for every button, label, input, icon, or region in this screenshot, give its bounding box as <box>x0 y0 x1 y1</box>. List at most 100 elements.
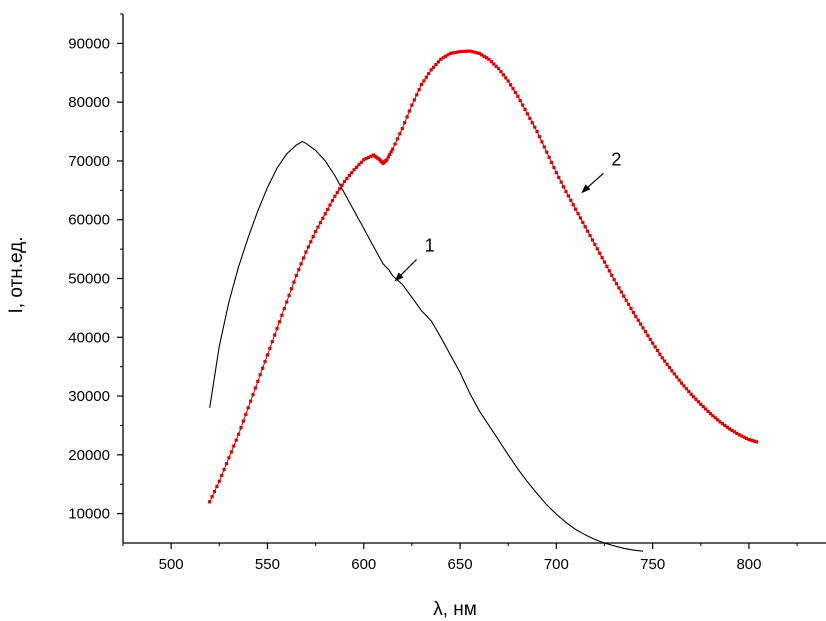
series-2-point <box>687 389 691 394</box>
y-axis-title: I, отн.ед. <box>6 237 27 314</box>
series-2-point <box>564 189 568 194</box>
y-tick-label: 20000 <box>68 447 110 464</box>
series-2-point <box>323 212 327 216</box>
series-2-point <box>737 433 741 437</box>
series-2-point <box>581 220 585 224</box>
series-2-point <box>256 379 260 383</box>
series-2-point <box>224 462 229 466</box>
series-2-point <box>602 260 607 264</box>
series-2-point <box>391 147 395 151</box>
series-2-point <box>639 322 643 326</box>
series-2-point <box>415 93 419 97</box>
series-2-point <box>316 225 320 229</box>
series-2-point <box>304 250 308 254</box>
series-2-point <box>735 431 739 435</box>
series-2-point <box>684 387 688 391</box>
series-1-group: 1 <box>209 140 644 552</box>
series-2-point <box>525 112 530 116</box>
series-2-point <box>617 286 621 290</box>
series-2-point <box>622 294 626 298</box>
series-2-point <box>280 313 284 317</box>
series-2-point <box>311 235 315 239</box>
series-2-point <box>612 278 616 282</box>
series-2-point <box>624 298 628 302</box>
series-2-point <box>362 158 366 162</box>
series-2-point <box>723 423 727 428</box>
series-2-point <box>533 125 537 129</box>
series-2-point <box>352 168 356 172</box>
series-2-point <box>747 437 751 442</box>
series-2-point <box>571 203 575 207</box>
series-2-point <box>718 420 722 424</box>
series-2-point <box>395 137 400 141</box>
series-2-point <box>557 175 561 180</box>
series-2-point <box>696 400 701 404</box>
x-tick-label: 750 <box>640 556 665 573</box>
series-2-point <box>540 140 544 144</box>
series-2-point <box>655 348 660 353</box>
series-2-point <box>598 251 602 255</box>
series-2-point <box>451 51 455 55</box>
series-2-point <box>484 56 489 60</box>
series-2-point <box>359 160 363 164</box>
series-2-point <box>465 49 469 53</box>
series-2-point <box>350 171 354 175</box>
y-tick-label: 30000 <box>68 388 110 405</box>
series-2-point <box>424 75 428 79</box>
series-2-point <box>314 229 318 234</box>
series-2-point <box>410 103 414 107</box>
x-tick-label: 800 <box>736 556 761 573</box>
series-2-point <box>345 176 349 181</box>
y-tick-label: 10000 <box>68 506 110 523</box>
series-2-point <box>749 438 753 442</box>
series-2-point <box>338 187 342 191</box>
series-2-point <box>545 150 549 154</box>
series-1-arrowhead <box>394 272 404 282</box>
series-2-point <box>453 50 457 55</box>
series-2-point <box>388 152 392 157</box>
series-2-point <box>422 79 426 83</box>
series-2-point <box>321 216 325 220</box>
series-2-point <box>282 307 286 311</box>
series-2-point <box>217 479 221 483</box>
series-2-point <box>535 129 539 134</box>
series-2-point <box>576 211 580 216</box>
series-2-point <box>699 402 703 406</box>
series-2-point <box>357 163 361 167</box>
series-2-point <box>285 300 289 304</box>
series-2-point <box>542 145 546 149</box>
series-2-point <box>653 345 657 349</box>
series-2-point <box>292 280 296 284</box>
series-2-point <box>713 416 717 420</box>
series-2-point <box>294 273 298 278</box>
series-1-label: 1 <box>425 235 435 255</box>
series-2-point <box>251 392 255 397</box>
series-2-point <box>470 50 474 54</box>
series-2-point <box>248 399 253 403</box>
series-2-point <box>241 419 245 423</box>
x-axis-title: λ, нм <box>433 599 477 620</box>
series-2-point <box>751 439 755 443</box>
series-2-point <box>306 245 310 249</box>
series-2-point <box>210 495 214 499</box>
series-1-line <box>209 140 644 552</box>
series-2-point <box>277 320 282 324</box>
series-2-point <box>586 229 590 233</box>
series-2-point <box>335 190 339 195</box>
series-2-point <box>393 142 397 146</box>
series-2-point <box>523 107 527 112</box>
series-2-point <box>742 435 746 439</box>
series-2-point <box>614 282 619 286</box>
series-2-point <box>268 346 272 350</box>
series-2-arrowhead <box>581 184 591 194</box>
series-2-point <box>227 456 231 460</box>
series-2-point <box>480 53 484 57</box>
series-2-point <box>244 412 248 417</box>
series-2-point <box>412 98 416 102</box>
series-2-point <box>566 194 570 198</box>
series-2-point <box>326 207 330 212</box>
series-2-point <box>744 436 749 440</box>
series-2-point <box>677 378 681 382</box>
series-2-point <box>504 76 508 80</box>
